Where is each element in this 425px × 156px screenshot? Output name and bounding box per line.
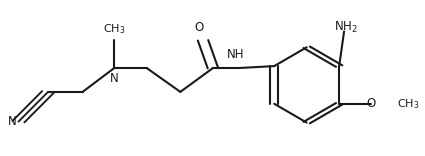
Text: N: N [110,72,119,85]
Text: NH$_2$: NH$_2$ [334,19,358,34]
Text: CH$_3$: CH$_3$ [103,23,125,37]
Text: NH: NH [227,48,244,61]
Text: O: O [194,21,204,34]
Text: O: O [366,97,375,110]
Text: CH$_3$: CH$_3$ [397,97,419,111]
Text: N: N [8,115,17,128]
